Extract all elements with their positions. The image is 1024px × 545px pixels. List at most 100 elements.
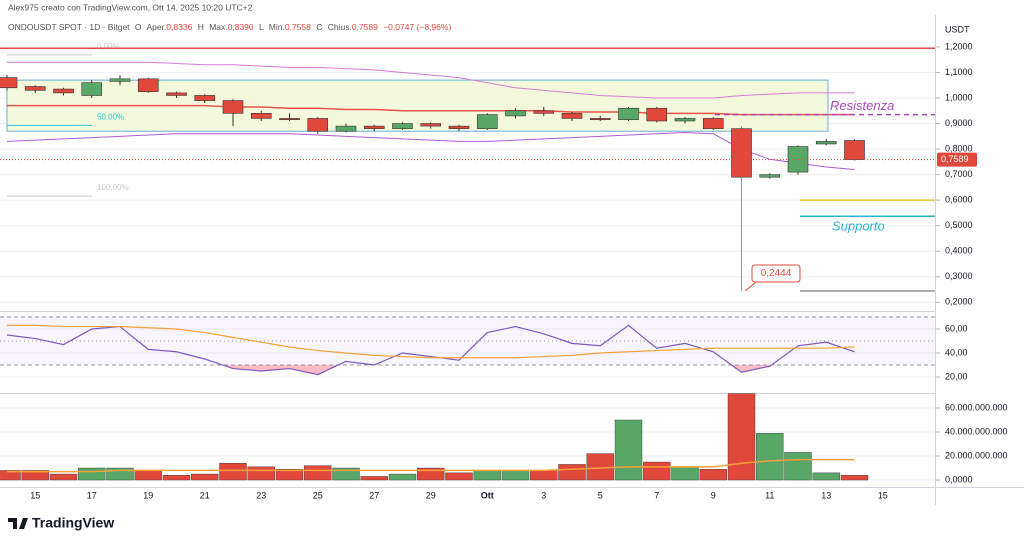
candle-body [166,92,187,96]
candle-body [561,113,583,119]
x-tick-label: 23 [256,490,266,500]
volume-bar [586,453,614,481]
candle-body [250,113,272,119]
volume-bar [219,463,247,481]
volume-bar [78,467,106,481]
volume-bar [360,476,388,481]
ohlc-value: 0,8390 [228,22,254,32]
resistance-label: Resistenza [830,98,894,113]
candle-body [109,78,131,82]
volume-bar [0,470,21,481]
x-tick-label: 5 [598,490,603,500]
y-tick-label: 40,00 [945,347,968,357]
x-tick-label: 13 [821,490,831,500]
x-tick-label: 11 [765,490,774,500]
volume-bar [812,472,840,481]
candle-body [222,100,244,114]
volume-bar [501,470,530,481]
ohlc-letter: H [198,22,204,32]
volume-bar [445,472,473,481]
y-tick-label: 0,0000 [945,474,973,484]
y-tick-label: 60,00 [945,323,968,333]
ohlc-letter: O [135,22,142,32]
candle-body [335,125,357,132]
ohlc-name: Chius. [328,22,352,32]
axis-unit: USDT [945,24,970,34]
volume-bar [727,393,756,481]
last-price-label: 0,7589 [941,154,969,164]
y-tick-label: 0,2000 [945,297,973,307]
oversold-fill [222,364,772,375]
volume-bar [699,469,727,481]
x-tick-label: 29 [426,490,436,500]
candle-body [53,88,74,94]
y-tick-label: 20.000.000.000 [945,450,1008,460]
volume-bar [49,473,78,481]
candle-body [392,123,413,129]
volume-bar [558,464,586,481]
x-tick-label: 25 [313,490,323,500]
volume-bar [530,470,558,481]
y-tick-label: 1,1000 [945,67,973,77]
volume-bar [275,469,304,481]
y-tick-label: 40.000.000.000 [945,426,1008,436]
fib-label: 50,00% [97,112,124,121]
rsi-band [0,316,935,365]
y-tick-label: 0,8000 [945,143,973,153]
volume-bar [473,470,501,481]
logo-icon [8,518,28,529]
candle-body [674,118,696,122]
candle-body [420,123,442,127]
volume-bar [784,452,812,481]
x-tick-label: 21 [200,490,210,500]
fib-label: 100,00% [97,183,129,192]
candle-body [844,140,865,160]
ohlc-name: Max. [209,22,227,32]
candle-body [646,107,668,122]
y-tick-label: 1,0000 [945,92,973,102]
ohlc-value: 0,8336 [166,22,192,32]
volume-bar [191,473,219,481]
last-price-box [937,152,977,167]
callout-box [751,264,801,283]
candle-body [24,86,46,91]
x-tick-label: 19 [143,490,153,500]
candle-body [589,118,611,121]
callout-label: 0,2444 [761,268,792,279]
logo-text: TradingView [32,515,114,531]
candle-body [731,128,752,178]
support-label: Supporto [832,219,885,234]
volume-ma-line [7,458,855,473]
y-tick-label: 0,5000 [945,220,973,230]
x-tick-label: 9 [711,490,716,500]
candle-body [815,141,837,145]
x-tick-label: 15 [878,490,888,500]
rsi-line [6,324,855,376]
candle-body [81,82,103,96]
x-tick-label: Ott [481,490,494,500]
volume-bar [247,466,275,481]
symbol: ONDOUSDT SPOT · 1D · Bitget [8,22,130,32]
volume-bar [388,473,417,481]
x-tick-label: 15 [30,490,40,500]
rsi-line [7,324,855,359]
volume-bar [840,475,869,481]
candle-body [476,114,498,129]
volume-bar [134,470,162,481]
indicator-line [7,61,855,99]
candle-body [307,118,329,132]
volume-bar [643,461,671,481]
volume-bar [614,419,643,481]
candle-body [618,107,639,121]
indicator-line [6,131,855,171]
y-tick-label: 0,7000 [945,169,973,179]
ohlc-header: ONDOUSDT SPOT · 1D · Bitget O Aper.0,833… [8,22,451,32]
candle-body [279,118,300,121]
credit: Alex975 creato con TradingView.com, Ott … [8,2,253,12]
y-tick-label: 0,6000 [945,195,973,205]
ohlc-value: 0,7589 [352,22,378,32]
x-tick-label: 3 [541,490,546,500]
y-tick-label: 20,00 [945,371,968,381]
ohlc-letter: C [316,22,322,32]
